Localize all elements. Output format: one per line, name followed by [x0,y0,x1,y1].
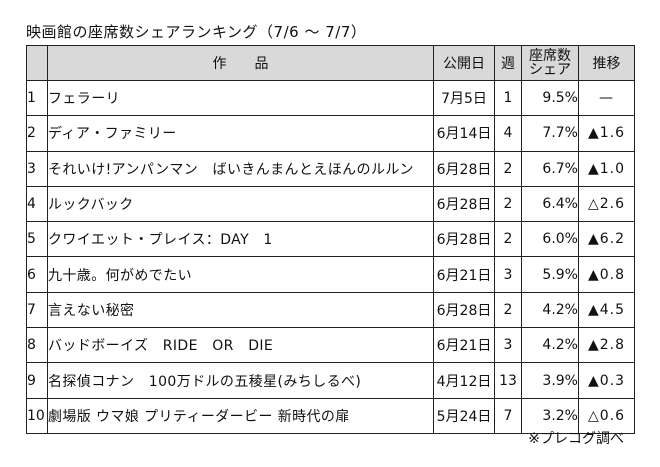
weeks-cell: 3 [494,327,522,364]
share-cell: 6.7% [521,150,579,187]
table-row: 10 劇場版 ウマ娘 プリティーダービー 新時代の扉 5月24日 7 3.2% △0.6 [26,397,635,434]
table-row: 7 言えない秘密 6月28日 2 4.2% ▲4.5 [26,291,635,329]
weeks-cell: 2 [494,185,522,223]
share-cell: 4.2% [521,327,579,364]
table-row: 3 それいけ!アンパンマン ばいきんまんとえほんのルルン 6月28日 2 6.7% ▲1.… [26,150,635,187]
table-body: 1 フェラーリ 7月5日 1 9.5% —2 ディア・ファミリー 6月14日 4 7.7% ▲1.6… [26,79,635,434]
header-title: 作 品 [47,45,434,81]
weeks-cell: 2 [494,221,522,258]
header-share-line1: 座席数 [529,48,571,64]
trend-cell: ▲6.2 [578,221,635,258]
weeks-cell: 13 [494,362,522,399]
release-cell: 6月28日 [433,221,495,258]
weeks-cell: 3 [494,256,522,293]
header-weeks: 週 [494,45,522,81]
rank-cell: 3 [26,150,48,187]
weeks-cell: 7 [494,397,522,434]
release-cell: 6月28日 [433,150,495,187]
title-cell: 名探偵コナン 100万ドルの五稜星(みちしるべ) [47,362,434,399]
share-cell: 4.2% [521,291,579,329]
rank-cell: 2 [26,115,48,152]
table-row: 2 ディア・ファミリー 6月14日 4 7.7% ▲1.6 [26,115,635,152]
trend-cell: ▲0.8 [578,256,635,293]
weeks-cell: 2 [494,291,522,329]
share-cell: 5.9% [521,256,579,293]
table-row: 9 名探偵コナン 100万ドルの五稜星(みちしるべ) 4月12日 13 3.9% ▲0.3 [26,362,635,399]
title-cell: それいけ!アンパンマン ばいきんまんとえほんのルルン [47,150,434,187]
weeks-cell: 2 [494,150,522,187]
title-cell: 劇場版 ウマ娘 プリティーダービー 新時代の扉 [47,397,434,434]
trend-cell: ▲1.6 [578,115,635,152]
title-cell: ルックバック [47,185,434,223]
table-row: 1 フェラーリ 7月5日 1 9.5% — [26,79,635,117]
rank-cell: 4 [26,185,48,223]
share-cell: 9.5% [521,79,579,117]
source-note: ※プレコグ調べ [528,431,624,447]
header-trend: 推移 [578,45,635,81]
release-cell: 4月12日 [433,362,495,399]
rank-cell: 8 [26,327,48,364]
page-title: 映画館の座席数シェアランキング（7/6 ～ 7/7） [26,23,367,41]
rank-cell: 10 [26,397,48,434]
release-cell: 6月28日 [433,291,495,329]
weeks-cell: 4 [494,115,522,152]
title-cell: フェラーリ [47,79,434,117]
title-cell: バッドボーイズ RIDE OR DIE [47,327,434,364]
trend-cell: △2.6 [578,185,635,223]
weeks-cell: 1 [494,79,522,117]
table-row: 8 バッドボーイズ RIDE OR DIE 6月21日 3 4.2% ▲2.8 [26,327,635,364]
rank-cell: 6 [26,256,48,293]
rank-cell: 1 [26,79,48,117]
share-cell: 6.0% [521,221,579,258]
header-rank [26,45,48,81]
table-row: 6 九十歳。何がめでたい 6月21日 3 5.9% ▲0.8 [26,256,635,293]
release-cell: 6月28日 [433,185,495,223]
rank-cell: 7 [26,291,48,329]
header-share-line2: シェア [529,62,571,78]
share-cell: 7.7% [521,115,579,152]
trend-cell: ▲1.0 [578,150,635,187]
header-release: 公開日 [433,45,495,81]
rank-cell: 9 [26,362,48,399]
rank-cell: 5 [26,221,48,258]
title-cell: ディア・ファミリー [47,115,434,152]
share-cell: 3.9% [521,362,579,399]
release-cell: 5月24日 [433,397,495,434]
release-cell: 6月14日 [433,115,495,152]
trend-cell: ▲2.8 [578,327,635,364]
table-row: 4 ルックバック 6月28日 2 6.4% △2.6 [26,185,635,223]
trend-cell: — [578,79,635,117]
table-row: 5 クワイエット・プレイス：DAY 1 6月28日 2 6.0% ▲6.2 [26,221,635,258]
trend-cell: ▲0.3 [578,362,635,399]
title-cell: 言えない秘密 [47,291,434,329]
table-header-row: 作 品 公開日 週 座席数 シェア 推移 [26,45,635,81]
release-cell: 7月5日 [433,79,495,117]
trend-cell: △0.6 [578,397,635,434]
title-cell: 九十歳。何がめでたい [47,256,434,293]
ranking-table: 作 品 公開日 週 座席数 シェア 推移 1 フェラーリ 7月5日 1 9.5% —2 ディ… [26,45,635,434]
share-cell: 6.4% [521,185,579,223]
header-share: 座席数 シェア [521,45,579,81]
release-cell: 6月21日 [433,327,495,364]
title-cell: クワイエット・プレイス：DAY 1 [47,221,434,258]
trend-cell: ▲4.5 [578,291,635,329]
release-cell: 6月21日 [433,256,495,293]
